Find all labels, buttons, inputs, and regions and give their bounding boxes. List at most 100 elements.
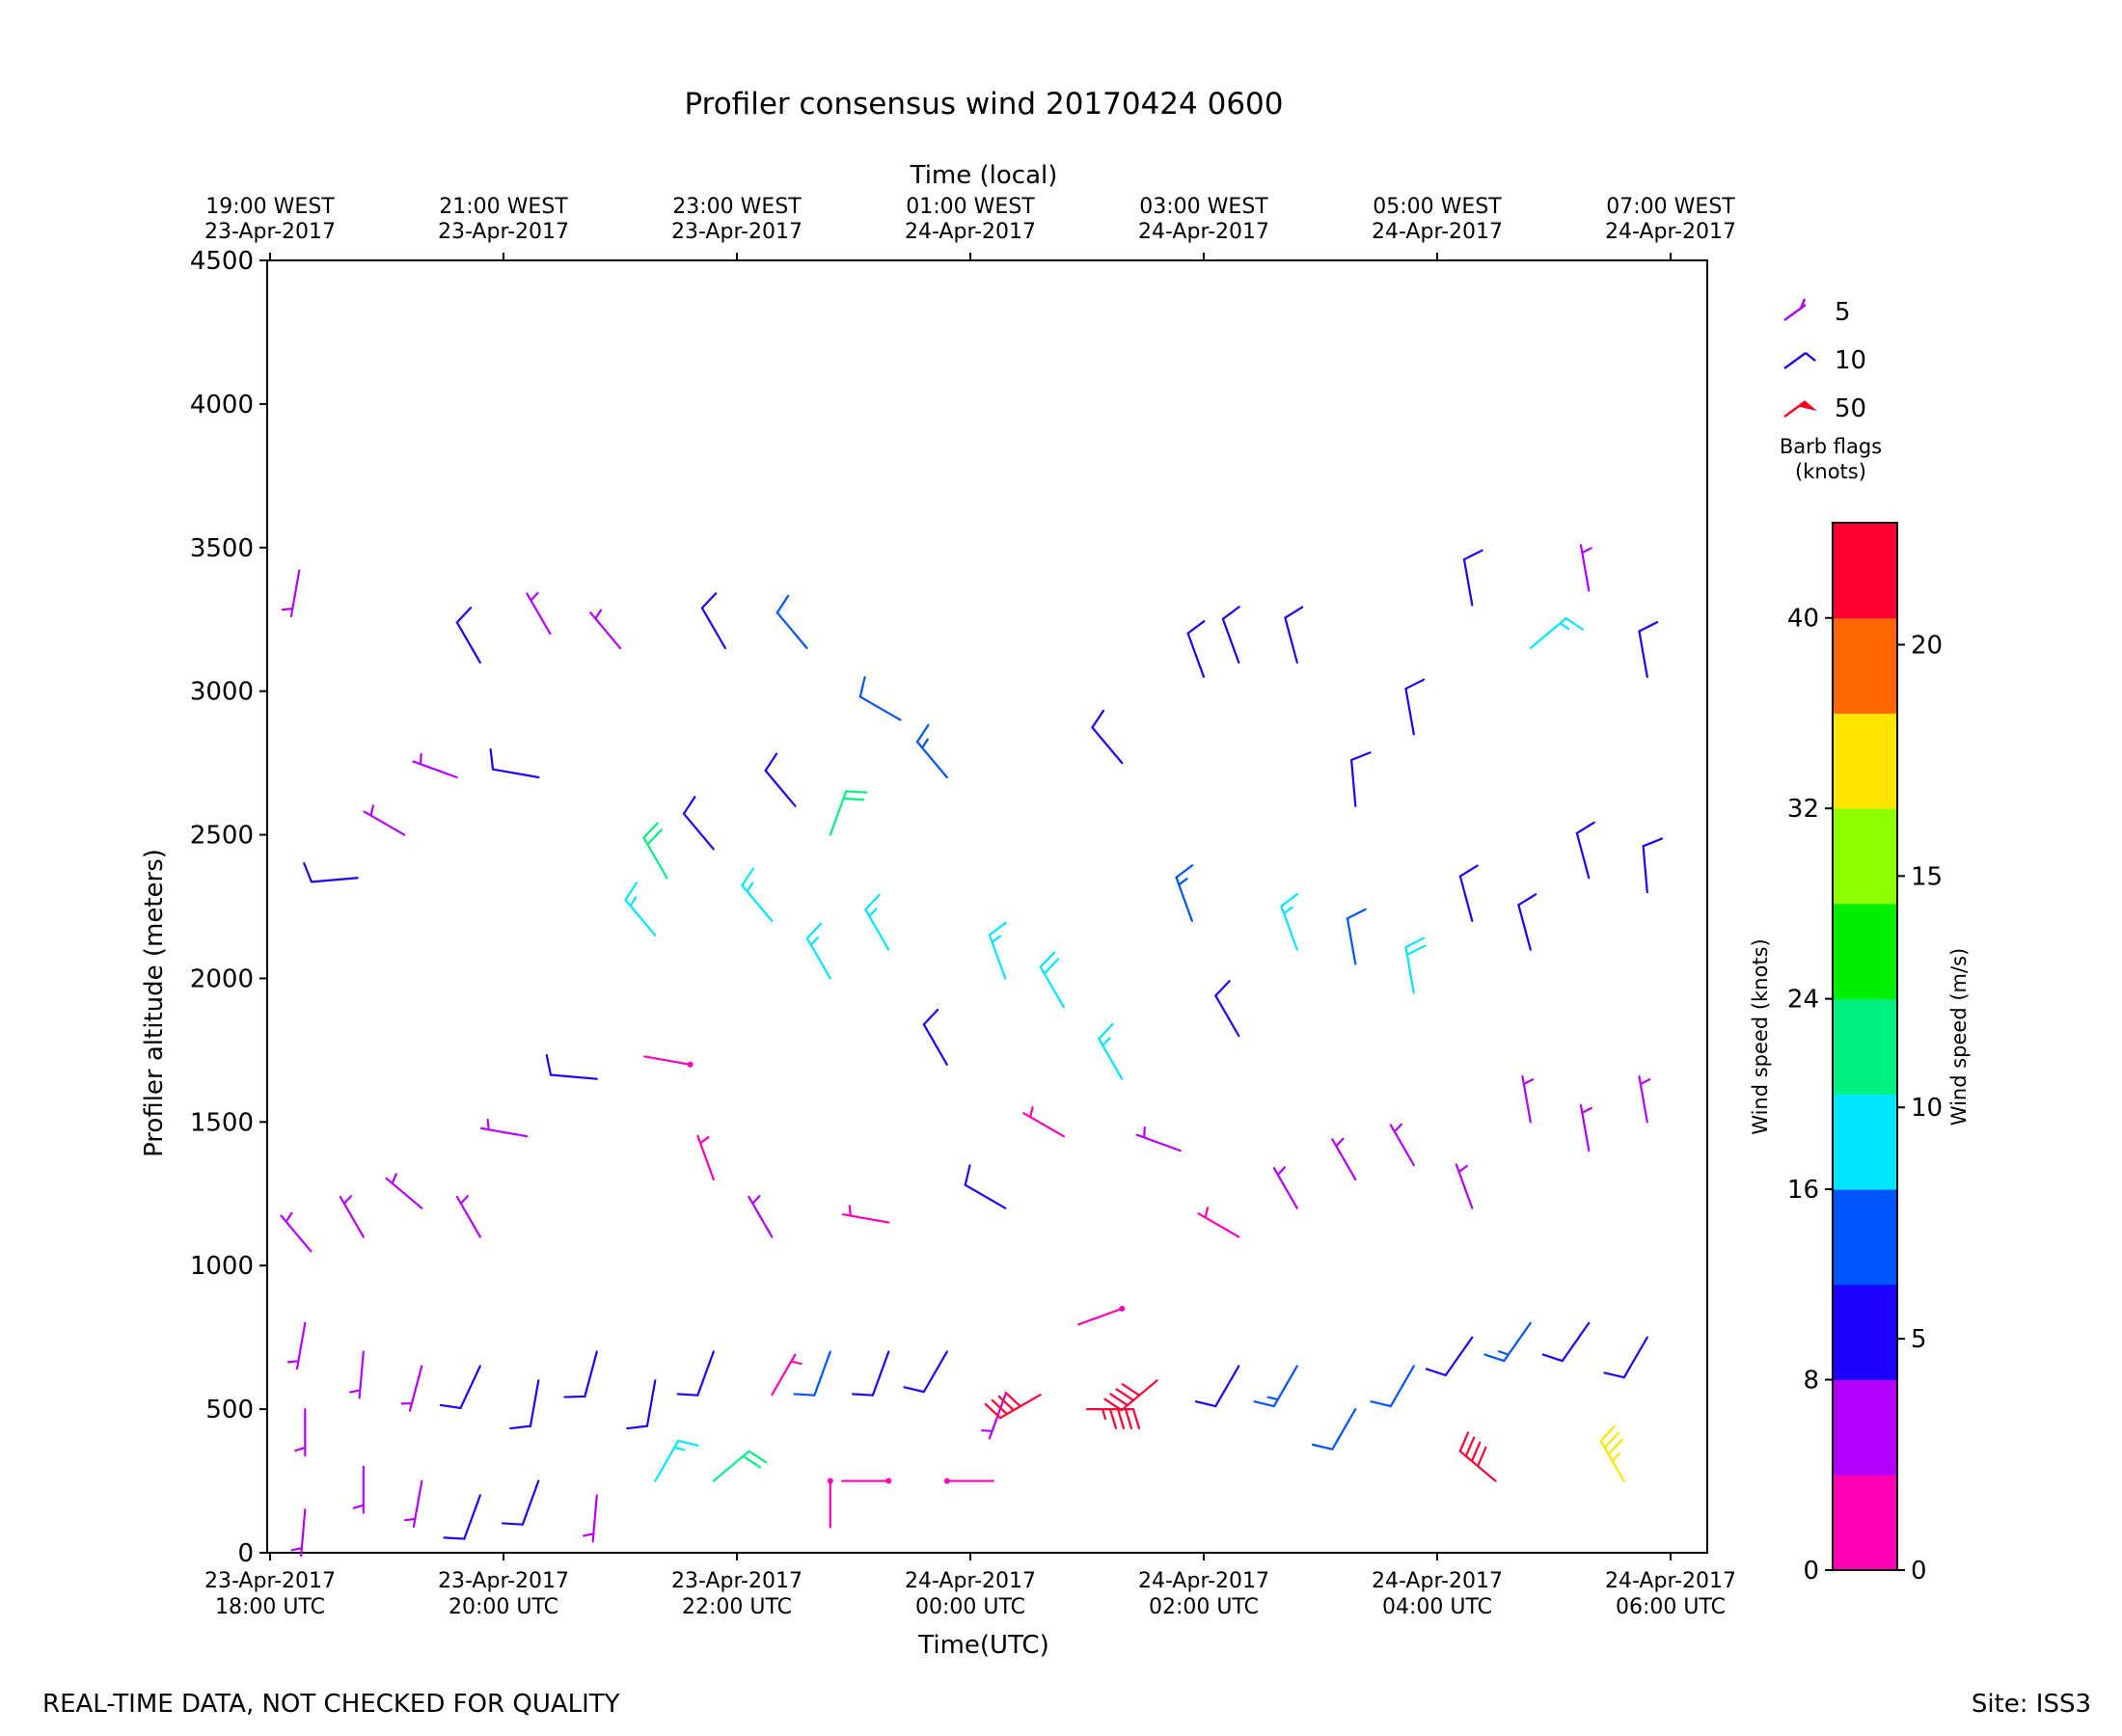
wind-barb [1579, 1103, 1592, 1153]
wind-barb [1186, 620, 1206, 678]
x2-tick-label-time: 23:00 WEST [672, 195, 802, 219]
wind-barb [439, 1365, 481, 1410]
wind-barb [1284, 606, 1304, 664]
wind-barb [1280, 892, 1299, 951]
wind-barb [624, 882, 657, 936]
wind-barb [403, 1479, 423, 1528]
wind-barb [1389, 1123, 1415, 1167]
wind-barb [1642, 837, 1664, 894]
y-axis-title: Profiler altitude (meters) [140, 849, 169, 1157]
x-tick-label-date: 24-Apr-2017 [1372, 1569, 1503, 1593]
barb-legend-label: 10 [1835, 346, 1866, 375]
colorbar-right-tick-label: 15 [1911, 862, 1943, 891]
x-tick-label-date: 23-Apr-2017 [438, 1569, 569, 1593]
wind-barb [771, 1353, 803, 1397]
x-tick-label-time: 00:00 UTC [915, 1595, 1025, 1619]
x-tick-label-time: 18:00 UTC [215, 1595, 325, 1619]
wind-barb [563, 1350, 598, 1398]
y-tick-label: 3000 [190, 678, 254, 707]
wind-barb [303, 861, 359, 883]
wind-barb [1331, 1137, 1357, 1180]
wind-barb [1541, 1321, 1591, 1363]
wind-barb [1175, 864, 1194, 922]
wind-barb [1483, 1321, 1532, 1363]
x-tick-label-time: 06:00 UTC [1616, 1595, 1726, 1619]
wind-barb [700, 592, 727, 650]
colorbar-band [1833, 1379, 1897, 1476]
wind-barb [682, 796, 715, 851]
barb-legend-title-line1: Barb flags [1780, 435, 1882, 458]
wind-barb [841, 1205, 890, 1224]
wind-barb [984, 1391, 1042, 1420]
wind-barb [348, 1350, 365, 1399]
x2-tick-label-date: 24-Apr-2017 [1372, 220, 1503, 244]
barb-legend-item [1783, 298, 1807, 321]
wind-barb [1521, 1074, 1535, 1124]
colorbar-band [1833, 998, 1897, 1095]
colorbar-band [1833, 713, 1897, 809]
x2-tick-label-time: 01:00 WEST [906, 195, 1035, 219]
y-tick-label: 0 [237, 1539, 254, 1568]
y-tick-label: 500 [205, 1396, 254, 1424]
wind-barb [827, 1478, 833, 1529]
wind-barb [1022, 1105, 1065, 1138]
wind-barb [643, 1055, 694, 1068]
y-tick-label: 1500 [190, 1108, 254, 1137]
colorbar-band [1833, 617, 1897, 714]
y-tick-label: 1000 [190, 1252, 254, 1281]
wind-barb [286, 1321, 307, 1370]
wind-barb [642, 822, 668, 880]
colorbar-frame [1832, 522, 1898, 1571]
wind-barb [676, 1350, 715, 1397]
wind-barb [1103, 1379, 1158, 1412]
y-tick-label: 4500 [190, 247, 254, 276]
wind-barb [501, 1479, 540, 1526]
wind-barb [489, 747, 540, 779]
x-tick-label-date: 24-Apr-2017 [905, 1569, 1036, 1593]
wind-barbs [280, 544, 1664, 1558]
wind-barb [943, 1478, 994, 1484]
wind-barb [352, 1465, 365, 1514]
wind-barb [829, 790, 868, 836]
x-tick-label-time: 02:00 UTC [1149, 1595, 1259, 1619]
wind-barb [1077, 1305, 1126, 1326]
wind-barb [526, 591, 552, 636]
x-tick-label-time: 22:00 UTC [682, 1595, 792, 1619]
x-axis-title: Time(UTC) [917, 1631, 1048, 1660]
wind-barb [1579, 544, 1592, 592]
barb-legend: 5 10 50 Barb flags (knots) [1780, 298, 1882, 483]
x-tick-label-date: 24-Apr-2017 [1605, 1569, 1736, 1593]
wind-barb [1311, 1408, 1357, 1451]
wind-barb [1404, 678, 1426, 736]
wind-barb [841, 1478, 892, 1484]
colorbar-right-tick-label: 10 [1911, 1094, 1943, 1123]
colorbar-left-label: Wind speed (knots) [1749, 938, 1772, 1134]
colorbar-right-label: Wind speed (m/s) [1947, 948, 1971, 1126]
colorbar-right-tick-label: 5 [1911, 1325, 1927, 1354]
quality-disclaimer: REAL-TIME DATA, NOT CHECKED FOR QUALITY [42, 1690, 620, 1719]
wind-barb [363, 804, 406, 836]
x2-tick-label-date: 24-Apr-2017 [905, 220, 1036, 244]
plot-frame [266, 259, 1708, 1554]
wind-barb [1462, 549, 1483, 607]
wind-barb [1455, 1163, 1474, 1209]
x2-tick-label-time: 03:00 WEST [1139, 195, 1268, 219]
wind-barb [654, 1439, 699, 1482]
wind-barb [385, 1173, 423, 1209]
wind-barb [805, 922, 831, 980]
wind-barb [1575, 821, 1595, 880]
wind-barb [1458, 1431, 1497, 1482]
chart-title: Profiler consensus wind 20170424 0600 [685, 87, 1284, 122]
barb-legend-label: 50 [1835, 394, 1866, 423]
wind-barb [1214, 980, 1240, 1038]
wind-barb [793, 1350, 831, 1397]
y-axis: 0 500 1000 1500 2000 2500 3000 3500 4000 4500 [190, 247, 267, 1568]
wind-barb [712, 1450, 768, 1482]
colorbar-left-tick-label: 40 [1787, 605, 1819, 634]
x2-tick-label-time: 21:00 WEST [439, 195, 568, 219]
x2-tick-label-time: 19:00 WEST [205, 195, 335, 219]
wind-barb [509, 1379, 540, 1430]
colorbar-band [1833, 1475, 1897, 1571]
